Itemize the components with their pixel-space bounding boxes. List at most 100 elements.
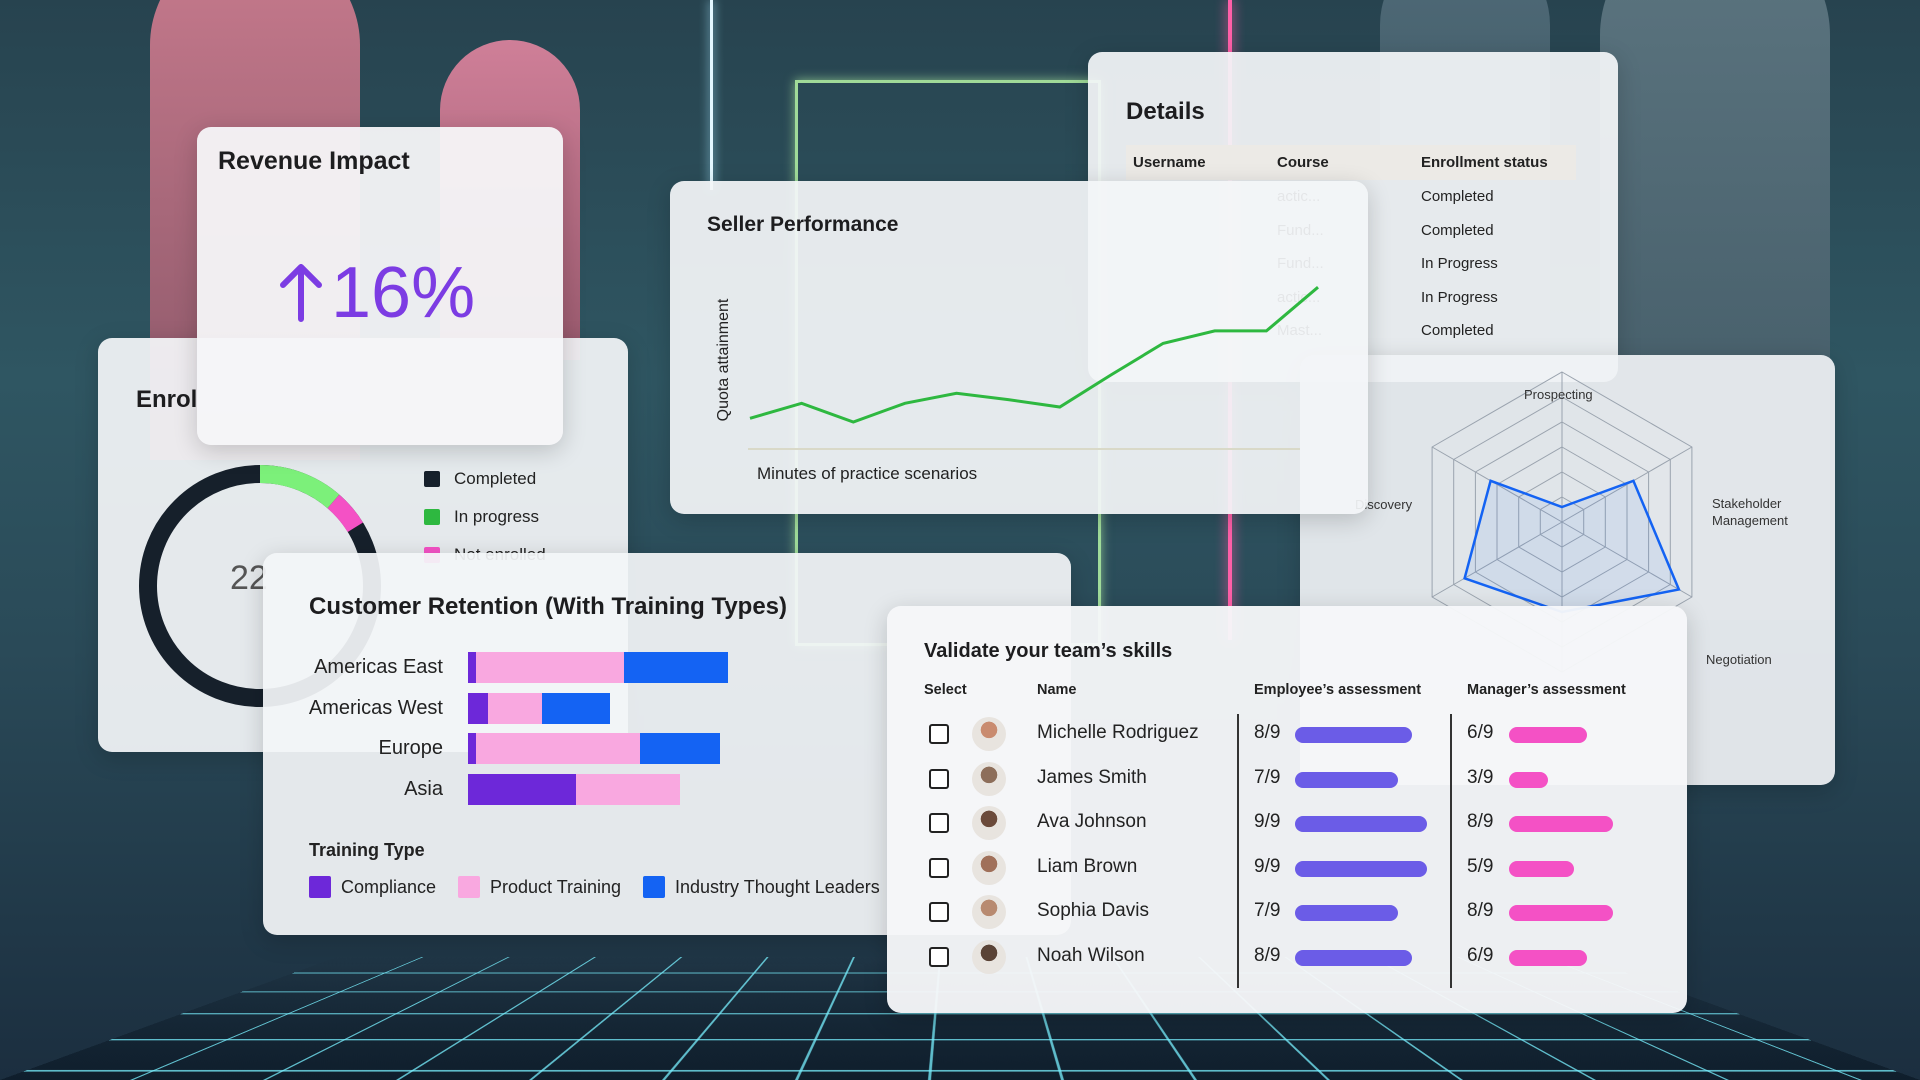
radar-spoke	[1561, 521, 1693, 598]
donut-center-value: 22	[230, 559, 268, 597]
column-header: Employee’s assessment	[1254, 682, 1422, 698]
radar-series	[1463, 479, 1681, 614]
revenue-value: 16%	[277, 252, 475, 334]
bar-segment-compliance[interactable]	[468, 692, 488, 724]
employee-score-bar	[1295, 860, 1427, 877]
skills-title: Validate your team’s skills	[924, 640, 1173, 662]
legend-swatch	[424, 471, 440, 487]
radar-spoke	[1431, 446, 1563, 523]
avatar	[972, 850, 1006, 885]
seller-performance-card: Seller Performance Quota attainment Minu…	[670, 181, 1368, 514]
legend-label: In progress	[454, 507, 540, 526]
column-header[interactable]: Course	[1270, 145, 1414, 180]
status-cell: Completed	[1421, 188, 1494, 206]
legend-label: Product Training	[490, 876, 622, 897]
employee-score-bar	[1295, 816, 1427, 832]
bar-segment-product-training[interactable]	[476, 652, 624, 683]
bar-segment-industry-thought-leaders[interactable]	[624, 652, 728, 683]
category-label: Asia	[404, 777, 443, 800]
revenue-card: Revenue Impact 16%	[197, 127, 563, 445]
neon-line	[710, 0, 713, 190]
column-header: Name	[1037, 682, 1077, 698]
status-cell: Completed	[1421, 221, 1494, 239]
manager-score: 8/9	[1467, 811, 1494, 832]
employee-score: 8/9	[1254, 722, 1281, 743]
bar-segment-product-training[interactable]	[576, 773, 680, 805]
manager-score-bar	[1509, 949, 1587, 966]
manager-score-bar	[1509, 816, 1613, 832]
bar-segment-product-training[interactable]	[488, 692, 542, 724]
employee-name: Liam Brown	[1037, 855, 1138, 877]
table-row: Liam Brown 9/9 5/9	[887, 850, 1687, 894]
status-cell: In Progress	[1421, 288, 1498, 306]
legend-item: Completed	[424, 469, 536, 489]
employee-score-bar	[1295, 727, 1413, 743]
employee-score: 9/9	[1254, 855, 1281, 877]
column-divider	[1450, 714, 1452, 988]
manager-score-bar	[1509, 727, 1587, 743]
employee-score: 8/9	[1254, 944, 1281, 966]
bar-segment-compliance[interactable]	[468, 733, 476, 764]
radar-axis-label: Prospecting	[1524, 387, 1593, 402]
column-header[interactable]: Enrollment status	[1414, 145, 1576, 180]
select-checkbox[interactable]	[929, 724, 949, 744]
avatar	[972, 761, 1006, 796]
select-checkbox[interactable]	[929, 813, 949, 833]
seller-title: Seller Performance	[707, 213, 899, 236]
category-label: Europe	[378, 737, 444, 759]
column-header: Manager’s assessment	[1467, 682, 1626, 698]
seller-line-chart	[748, 286, 1319, 450]
bar-segment-compliance[interactable]	[468, 652, 476, 683]
employee-name: Michelle Rodriguez	[1037, 722, 1199, 743]
legend-label: Industry Thought Leaders	[675, 876, 880, 897]
donut-in-progress-segment	[139, 465, 381, 707]
legend-item: Industry Thought Leaders	[643, 876, 880, 898]
x-axis-label: Minutes of practice scenarios	[757, 464, 978, 483]
enrollment-title: Enrol	[136, 386, 198, 413]
radar-axis-label: Negotiation	[1706, 652, 1772, 667]
legend-label: Compliance	[341, 876, 437, 897]
details-title: Details	[1126, 98, 1205, 125]
legend-swatch	[309, 876, 331, 898]
legend-item: Compliance	[309, 876, 436, 898]
column-header[interactable]: Username	[1126, 145, 1270, 180]
manager-score: 8/9	[1467, 900, 1494, 921]
manager-score-bar	[1509, 771, 1548, 788]
manager-score-bar	[1509, 905, 1613, 921]
legend-swatch	[643, 876, 665, 898]
radar-axis-label: Discovery	[1355, 497, 1413, 512]
bar-segment-product-training[interactable]	[476, 733, 640, 764]
legend-item: In progress	[424, 507, 539, 527]
manager-score: 6/9	[1467, 722, 1494, 743]
bar-segment-compliance[interactable]	[468, 773, 576, 805]
status-cell: Completed	[1421, 322, 1494, 340]
employee-score: 7/9	[1254, 900, 1281, 921]
select-checkbox[interactable]	[929, 857, 949, 878]
manager-score: 6/9	[1467, 944, 1494, 966]
select-checkbox[interactable]	[929, 946, 949, 967]
table-row: James Smith 7/9 3/9	[887, 761, 1687, 805]
bar-segment-industry-thought-leaders[interactable]	[542, 692, 610, 724]
select-checkbox[interactable]	[929, 768, 949, 789]
table-row: Noah Wilson 8/9 6/9	[887, 939, 1687, 983]
manager-score-bar	[1509, 860, 1574, 877]
manager-score: 3/9	[1467, 766, 1494, 788]
select-checkbox[interactable]	[929, 902, 949, 922]
radar-axis-label: Stakeholder Management	[1712, 496, 1788, 528]
category-label: Americas East	[314, 656, 443, 678]
radar-spoke	[1561, 446, 1693, 523]
table-row: Ava Johnson 9/9 8/9	[887, 805, 1687, 849]
revenue-percent: 16%	[331, 253, 476, 333]
avatar	[972, 717, 1006, 751]
arrow-up-icon	[280, 264, 322, 322]
column-header: Select	[924, 682, 967, 698]
employee-score: 9/9	[1254, 811, 1281, 832]
retention-bar-chart: Americas East Americas West Europe Asia	[263, 553, 1071, 853]
employee-name: James Smith	[1037, 766, 1147, 788]
category-label: Americas West	[308, 696, 443, 719]
radar-chart	[1431, 371, 1693, 673]
bar-segment-industry-thought-leaders[interactable]	[640, 733, 720, 764]
column-divider	[1237, 714, 1239, 988]
employee-name: Ava Johnson	[1037, 811, 1147, 832]
legend-swatch	[458, 876, 480, 898]
